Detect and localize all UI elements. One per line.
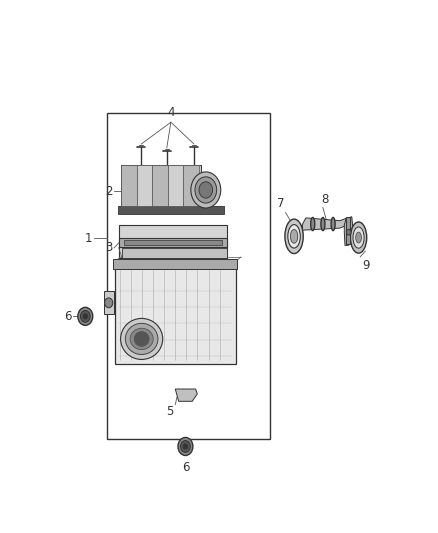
Ellipse shape bbox=[346, 229, 351, 235]
Ellipse shape bbox=[105, 298, 113, 308]
Bar bbox=[122, 248, 227, 257]
Bar bbox=[118, 206, 224, 214]
Ellipse shape bbox=[78, 308, 93, 325]
Bar bbox=[121, 165, 137, 206]
Polygon shape bbox=[344, 216, 353, 245]
Ellipse shape bbox=[199, 182, 212, 198]
Bar bbox=[346, 217, 350, 244]
Ellipse shape bbox=[180, 441, 190, 453]
Text: 4: 4 bbox=[167, 106, 175, 119]
Ellipse shape bbox=[130, 328, 153, 350]
Polygon shape bbox=[303, 218, 347, 230]
Ellipse shape bbox=[178, 438, 193, 456]
Ellipse shape bbox=[125, 324, 158, 354]
Text: 1: 1 bbox=[85, 232, 92, 245]
Text: 9: 9 bbox=[362, 259, 369, 272]
Bar bbox=[206, 177, 216, 202]
Ellipse shape bbox=[350, 222, 367, 253]
Ellipse shape bbox=[290, 229, 298, 243]
Ellipse shape bbox=[191, 172, 221, 208]
Text: 6: 6 bbox=[182, 461, 189, 474]
Ellipse shape bbox=[195, 177, 217, 203]
Text: 3: 3 bbox=[105, 241, 113, 254]
Bar bbox=[119, 225, 227, 257]
Polygon shape bbox=[175, 389, 197, 401]
Ellipse shape bbox=[288, 224, 300, 248]
Text: 6: 6 bbox=[64, 310, 72, 323]
Bar bbox=[137, 165, 152, 206]
Ellipse shape bbox=[183, 444, 187, 449]
Text: 7: 7 bbox=[277, 197, 285, 211]
Ellipse shape bbox=[321, 217, 325, 231]
Bar bbox=[107, 113, 270, 440]
Ellipse shape bbox=[353, 227, 364, 248]
Ellipse shape bbox=[311, 217, 315, 231]
Ellipse shape bbox=[331, 217, 335, 231]
Bar bbox=[104, 290, 114, 314]
Ellipse shape bbox=[285, 219, 303, 254]
Bar bbox=[124, 240, 222, 245]
Ellipse shape bbox=[134, 332, 149, 346]
Bar bbox=[115, 262, 236, 365]
Text: 5: 5 bbox=[166, 406, 173, 418]
Bar bbox=[113, 260, 237, 269]
Text: 2: 2 bbox=[105, 185, 113, 198]
Bar bbox=[168, 165, 184, 206]
Bar bbox=[121, 165, 201, 206]
Ellipse shape bbox=[81, 311, 90, 322]
Ellipse shape bbox=[356, 232, 361, 243]
Ellipse shape bbox=[120, 318, 162, 359]
Text: 8: 8 bbox=[321, 193, 328, 206]
Bar bbox=[184, 165, 199, 206]
Bar bbox=[152, 165, 168, 206]
Bar bbox=[119, 238, 227, 247]
Ellipse shape bbox=[83, 313, 88, 319]
